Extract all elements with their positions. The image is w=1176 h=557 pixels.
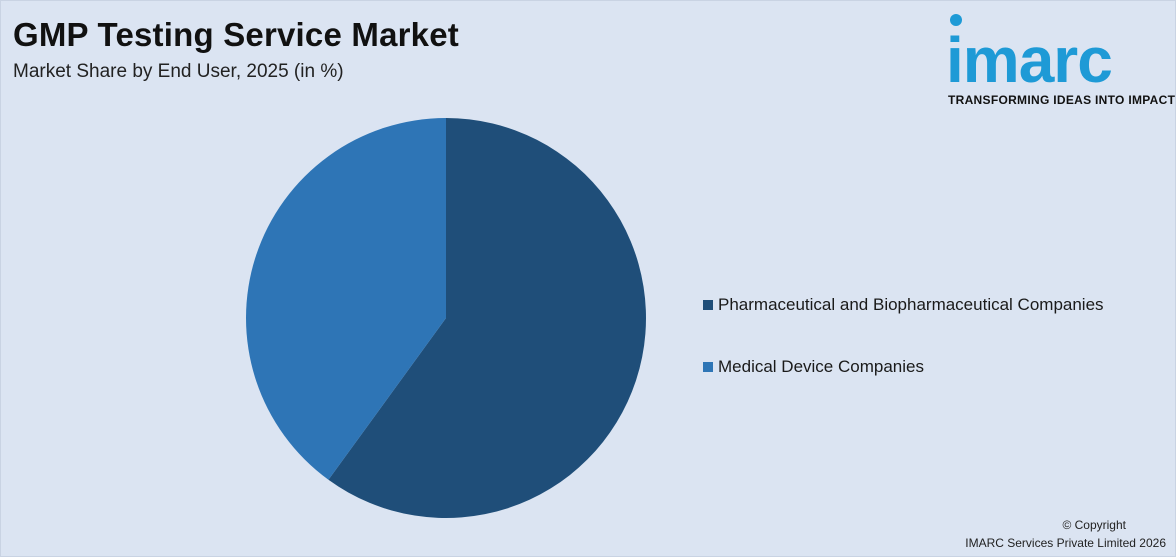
company-line: IMARC Services Private Limited 2026 xyxy=(965,536,1166,550)
chart-subtitle: Market Share by End User, 2025 (in %) xyxy=(13,61,344,82)
legend-label: Pharmaceutical and Biopharmaceutical Com… xyxy=(718,295,1104,314)
logo-wordmark: imarc xyxy=(946,24,1113,96)
pie-slice-1 xyxy=(328,118,646,519)
legend-swatch xyxy=(703,362,713,372)
legend-label: Medical Device Companies xyxy=(718,357,924,376)
chart-title: GMP Testing Service Market xyxy=(13,16,459,53)
logo-dot-icon xyxy=(950,14,962,26)
imarc-logo: imarc TRANSFORMING IDEAS INTO IMPACT xyxy=(946,12,1175,108)
chart-legend: Pharmaceutical and Biopharmaceutical Com… xyxy=(703,292,1104,416)
legend-item-2: Medical Device Companies xyxy=(703,354,1104,380)
logo-tagline: TRANSFORMING IDEAS INTO IMPACT xyxy=(948,93,1176,107)
copyright-line: © Copyright xyxy=(1062,518,1126,532)
copyright-footer: © Copyright IMARC Services Private Limit… xyxy=(965,516,1166,552)
legend-item-1: Pharmaceutical and Biopharmaceutical Com… xyxy=(703,292,1104,318)
pie-slice-2 xyxy=(246,117,446,480)
legend-swatch xyxy=(703,300,713,310)
